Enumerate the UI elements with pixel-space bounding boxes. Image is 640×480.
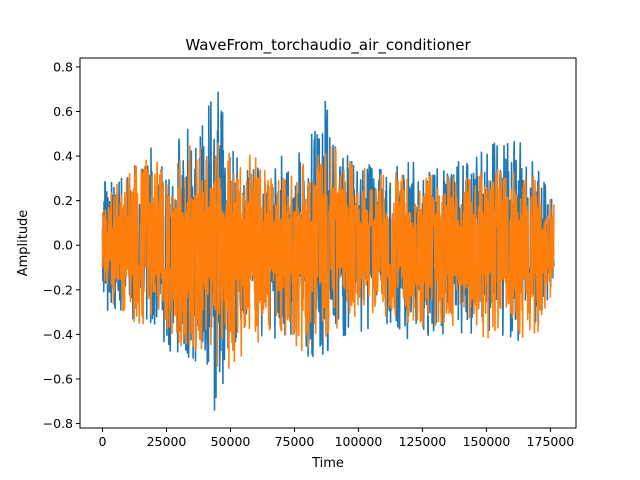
y-tick-label: 0.2 <box>53 193 73 208</box>
x-tick-label: 0 <box>99 434 107 449</box>
y-tick-label: −0.2 <box>43 282 73 297</box>
x-tick-label: 25000 <box>147 434 187 449</box>
y-tick-label: −0.6 <box>43 371 73 386</box>
plot-frame <box>79 57 577 429</box>
y-tick-label: 0.6 <box>53 104 73 119</box>
x-tick-label: 75000 <box>275 434 315 449</box>
y-tick-label: 0.8 <box>53 59 73 74</box>
series-layer <box>101 91 555 411</box>
y-axis: −0.8 −0.6 −0.4 −0.2 0.0 0.2 0.4 0.6 0.8 <box>43 59 80 431</box>
y-tick-label: 0.4 <box>53 149 73 164</box>
x-tick-label: 125000 <box>399 434 447 449</box>
y-tick-label: −0.8 <box>43 416 73 431</box>
x-axis: 0 25000 50000 75000 100000 125000 150000 175000 <box>99 428 575 449</box>
series-line-2 <box>101 142 555 369</box>
x-tick-label: 100000 <box>335 434 383 449</box>
plot-area <box>79 57 577 429</box>
y-axis-label: Amplitude <box>16 210 31 277</box>
x-tick-label: 150000 <box>463 434 511 449</box>
x-tick-label: 50000 <box>211 434 251 449</box>
y-tick-label: −0.4 <box>43 327 73 342</box>
x-axis-label: Time <box>311 456 344 471</box>
y-tick-label: 0.0 <box>53 238 73 253</box>
chart-title: WaveFrom_torchaudio_air_conditioner <box>185 36 471 55</box>
x-tick-label: 175000 <box>527 434 575 449</box>
